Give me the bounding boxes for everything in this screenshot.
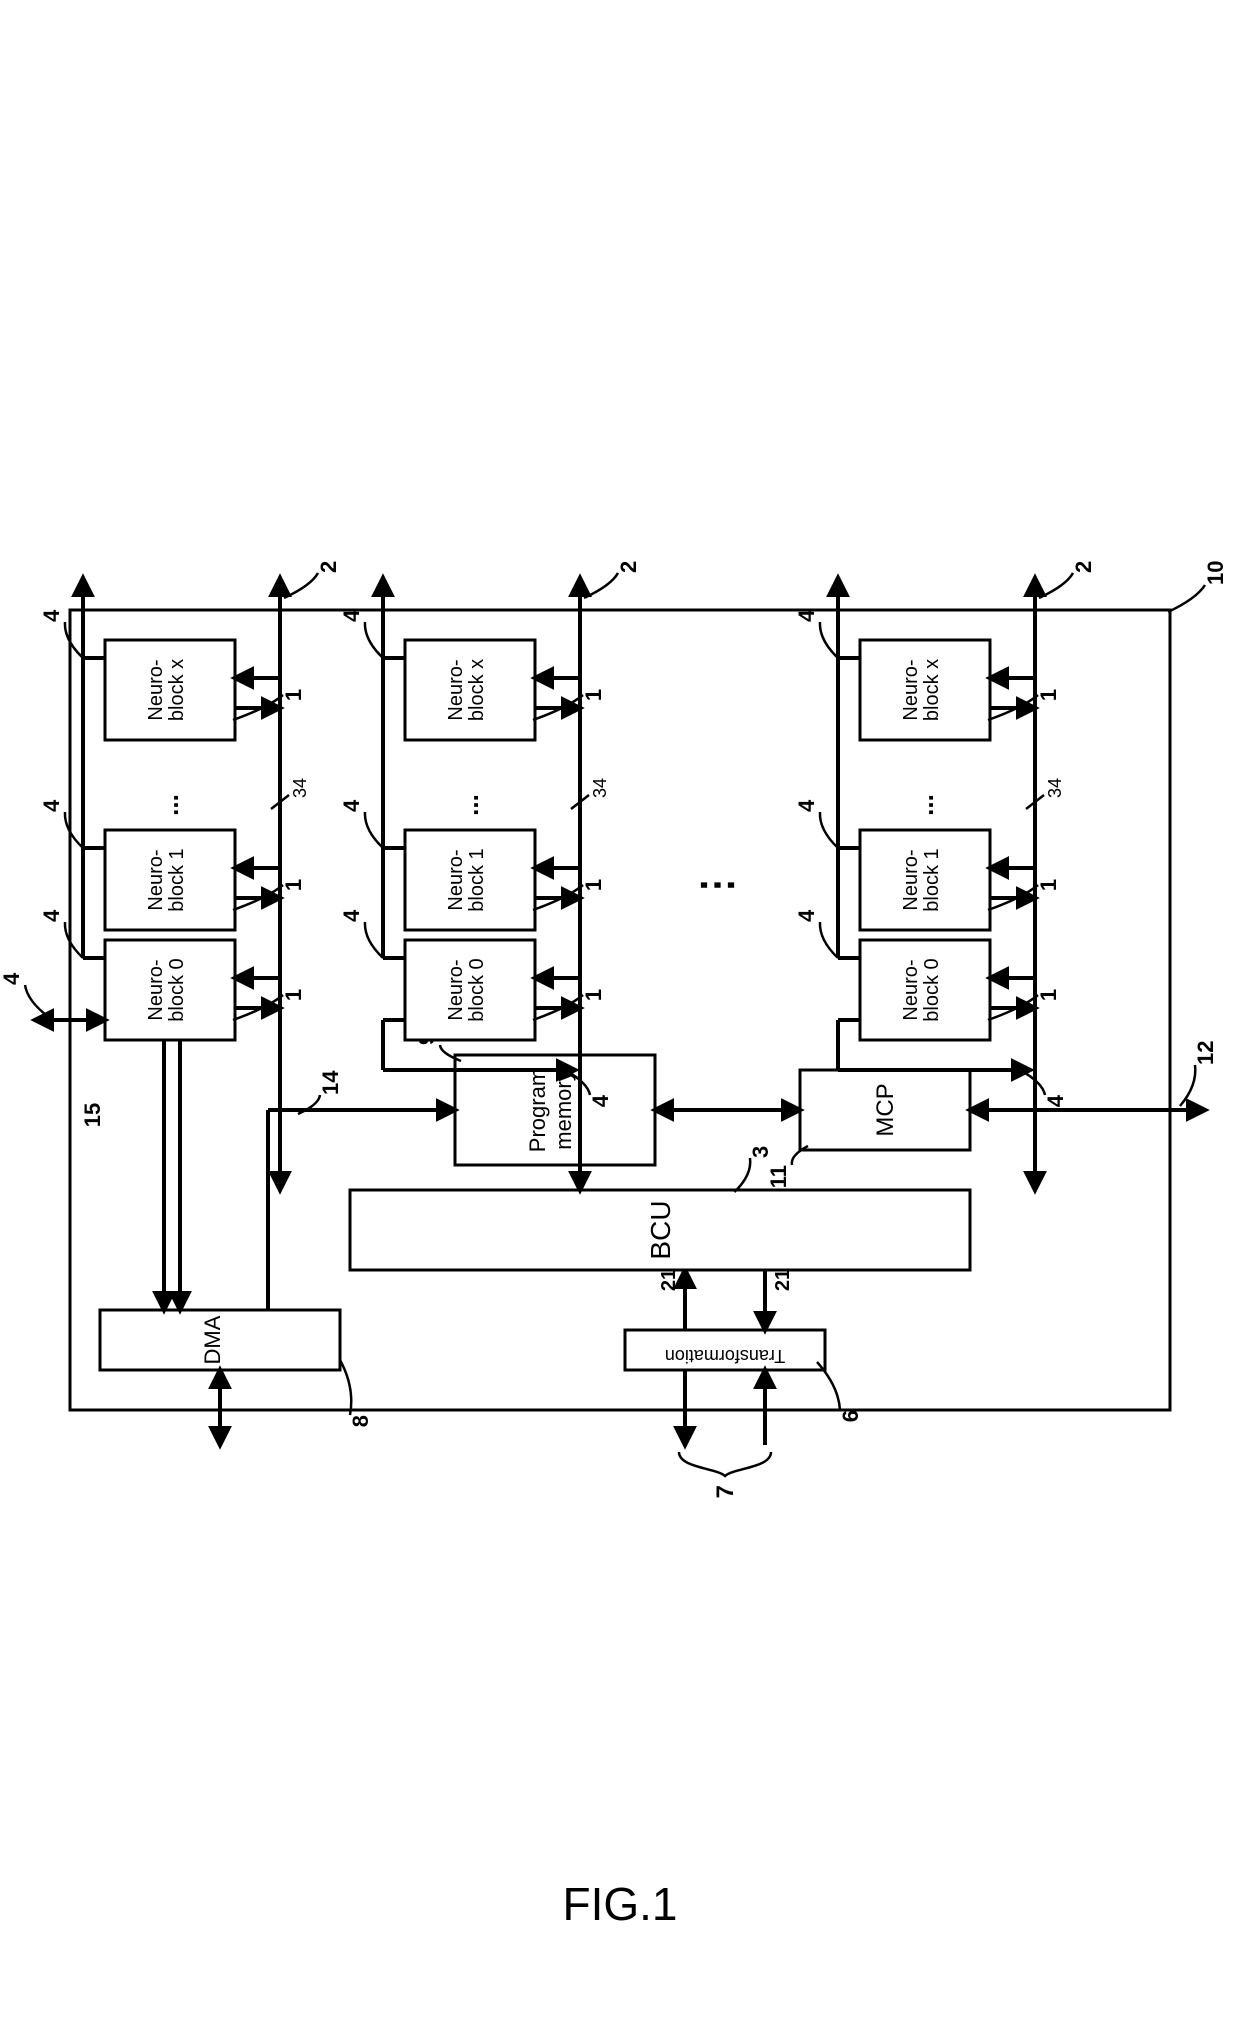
dma-label: DMA <box>200 1315 225 1364</box>
ref-15: 15 <box>80 1103 105 1127</box>
neuro-block-label: Neuro-block x <box>445 659 488 721</box>
ref-6: 6 <box>838 1410 863 1422</box>
ref-4: 4 <box>794 799 819 812</box>
ref-10: 10 <box>1203 561 1228 585</box>
ref-1: 1 <box>1036 879 1061 891</box>
neuro-block-label: Neuro-block 0 <box>145 958 188 1021</box>
ref-1: 1 <box>281 989 306 1001</box>
mcp-label: MCP <box>872 1083 899 1136</box>
brace <box>679 1452 771 1476</box>
neuro-block-label: Neuro-block 1 <box>445 848 488 911</box>
ref-4: 4 <box>39 799 64 812</box>
ref-4: 4 <box>339 799 364 812</box>
neuro-block-label: Neuro-block 1 <box>900 848 943 911</box>
ellipsis: ... <box>909 794 939 816</box>
ref-1: 1 <box>1036 989 1061 1001</box>
ref-1: 1 <box>581 689 606 701</box>
neuro-block-label: Neuro-block x <box>900 659 943 721</box>
row-ellipsis: ⋮ <box>695 865 739 905</box>
pmem-l2: memory <box>551 1070 576 1149</box>
leader <box>1039 573 1073 598</box>
ref-1: 1 <box>581 989 606 1001</box>
ref-4: 4 <box>0 972 24 985</box>
transformation-label: Transformation <box>665 1346 785 1366</box>
ref-4: 4 <box>39 609 64 622</box>
ref-4: 4 <box>339 609 364 622</box>
ref-14: 14 <box>318 1070 343 1095</box>
ref-4: 4 <box>39 909 64 922</box>
ref-1: 1 <box>281 879 306 891</box>
ref-34: 34 <box>290 778 310 798</box>
ref-4: 4 <box>794 909 819 922</box>
ref-34: 34 <box>1045 778 1065 798</box>
ellipsis: ... <box>454 794 484 816</box>
neuro-block-label: Neuro-block x <box>145 659 188 721</box>
leader <box>1168 585 1205 612</box>
ref-1: 1 <box>581 879 606 891</box>
ref-11: 11 <box>766 1165 791 1188</box>
ref-2: 2 <box>1071 561 1096 573</box>
leader <box>284 573 318 598</box>
ref-4: 4 <box>1043 1094 1068 1107</box>
ref-21: 21 <box>658 1269 680 1291</box>
ref-2: 2 <box>316 561 341 573</box>
ref-2: 2 <box>616 561 641 573</box>
ref-3: 3 <box>748 1146 773 1158</box>
ref-8: 8 <box>348 1415 373 1427</box>
neuro-block-label: Neuro-block 0 <box>900 958 943 1021</box>
ref-4: 4 <box>794 609 819 622</box>
pmem-l1: Program <box>525 1068 550 1152</box>
ref-1: 1 <box>281 689 306 701</box>
ref-4: 4 <box>339 909 364 922</box>
ref-7: 7 <box>712 1485 739 1498</box>
ref-12: 12 <box>1193 1041 1218 1065</box>
figure-label: FIG.1 <box>562 1878 677 1930</box>
bcu-label: BCU <box>645 1200 676 1259</box>
ref-21: 21 <box>772 1269 794 1291</box>
leader <box>1180 1065 1195 1106</box>
ellipsis: ... <box>154 794 184 816</box>
ref-34: 34 <box>590 778 610 798</box>
ref-4: 4 <box>588 1094 613 1107</box>
neuro-block-label: Neuro-block 0 <box>445 958 488 1021</box>
leader <box>25 985 50 1018</box>
ref-1: 1 <box>1036 689 1061 701</box>
leader <box>584 573 618 598</box>
neuro-block-label: Neuro-block 1 <box>145 848 188 911</box>
